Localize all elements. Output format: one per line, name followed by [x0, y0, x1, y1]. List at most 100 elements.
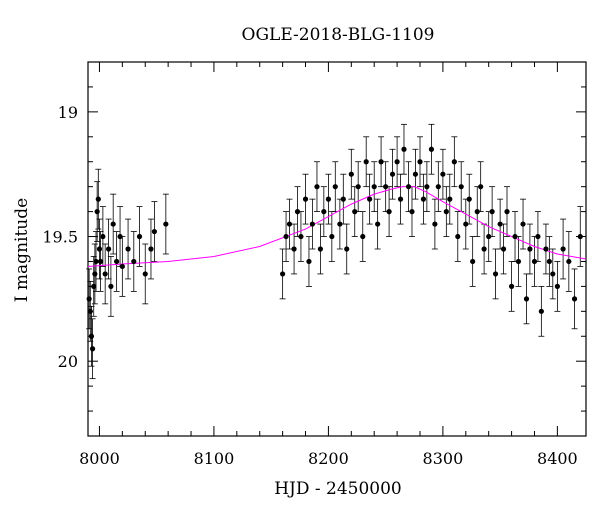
y-tick-label: 19.5: [42, 228, 78, 247]
data-point: [550, 271, 556, 277]
data-point: [100, 233, 106, 240]
data-point: [420, 196, 427, 202]
data-point: [363, 159, 369, 165]
data-point: [97, 258, 104, 265]
y-axis-label: I magnitude: [12, 198, 32, 302]
data-point: [535, 233, 541, 240]
data-point: [332, 184, 338, 190]
data-point: [497, 221, 503, 227]
data-point: [520, 221, 526, 227]
data-point: [470, 258, 476, 265]
data-point: [432, 221, 438, 227]
data-point: [142, 271, 148, 277]
data-point: [405, 184, 412, 190]
y-axis-ticks: [88, 61, 586, 437]
data-point: [294, 209, 301, 215]
data-point: [131, 258, 137, 265]
data-point: [401, 146, 407, 152]
data-point: [94, 209, 100, 215]
x-axis-ticks: [98, 62, 558, 436]
data-point: [455, 233, 461, 240]
data-point: [367, 196, 373, 202]
data-point: [286, 221, 293, 227]
data-point: [117, 233, 123, 240]
data-point: [417, 159, 423, 165]
y-tick-label: 20: [58, 352, 78, 371]
data-point: [348, 171, 354, 177]
data-point: [337, 221, 343, 227]
data-point: [463, 221, 469, 227]
chart-title: OGLE-2018-BLG-1109: [242, 25, 435, 45]
data-point: [355, 184, 361, 190]
data-point: [93, 258, 99, 265]
data-point: [458, 184, 464, 190]
data-point: [560, 246, 566, 252]
data-point: [577, 233, 583, 240]
data-point: [325, 196, 332, 202]
data-point: [571, 296, 578, 302]
data-point: [538, 308, 544, 314]
data-point: [500, 246, 507, 252]
data-point: [136, 233, 143, 240]
data-point: [280, 271, 286, 277]
data-point: [566, 258, 572, 265]
data-point: [489, 209, 495, 215]
x-tick-label: 8100: [194, 449, 235, 468]
y-axis-tick-labels: 19 19.5 20: [42, 103, 78, 371]
error-bars: [86, 123, 584, 380]
data-point: [375, 221, 381, 227]
data-point: [86, 296, 92, 302]
data-point: [91, 283, 97, 289]
x-tick-label: 8200: [308, 449, 349, 468]
data-point: [92, 271, 98, 277]
data-point: [486, 233, 492, 240]
data-point: [428, 146, 435, 152]
data-point: [95, 196, 101, 202]
data-point: [329, 233, 335, 240]
data-point: [163, 221, 169, 227]
data-point: [512, 233, 518, 240]
data-point: [389, 171, 396, 177]
data-point: [492, 271, 499, 277]
data-point: [114, 258, 120, 265]
data-point: [443, 209, 449, 215]
data-points: [86, 146, 583, 352]
data-point: [481, 246, 487, 252]
x-axis-label: HJD - 2450000: [274, 479, 402, 499]
data-point: [451, 159, 457, 165]
data-point: [340, 196, 346, 202]
data-point: [424, 184, 430, 190]
data-point: [515, 258, 522, 265]
y-tick-label: 19: [58, 103, 78, 122]
data-point: [394, 159, 400, 165]
data-point: [478, 184, 484, 190]
data-point: [119, 263, 125, 270]
data-point: [474, 209, 480, 215]
data-point: [523, 296, 530, 302]
data-point: [106, 246, 112, 252]
data-point: [298, 233, 304, 240]
data-point: [371, 184, 377, 190]
data-point: [110, 221, 116, 227]
data-point: [151, 228, 157, 235]
data-point: [386, 209, 392, 215]
data-point: [283, 233, 289, 240]
data-point: [378, 159, 384, 165]
data-point: [543, 246, 549, 252]
data-point: [108, 283, 114, 289]
data-point: [409, 209, 415, 215]
data-point: [508, 283, 515, 289]
axes-box: [87, 61, 587, 437]
x-tick-label: 8300: [423, 449, 464, 468]
data-point: [383, 184, 389, 190]
data-point: [435, 184, 441, 190]
data-point: [302, 196, 309, 202]
data-point: [447, 196, 453, 202]
data-point: [148, 246, 154, 252]
data-point: [531, 258, 538, 265]
data-point: [125, 246, 131, 252]
data-point: [352, 209, 358, 215]
data-point: [102, 271, 108, 277]
data-point: [291, 246, 297, 252]
